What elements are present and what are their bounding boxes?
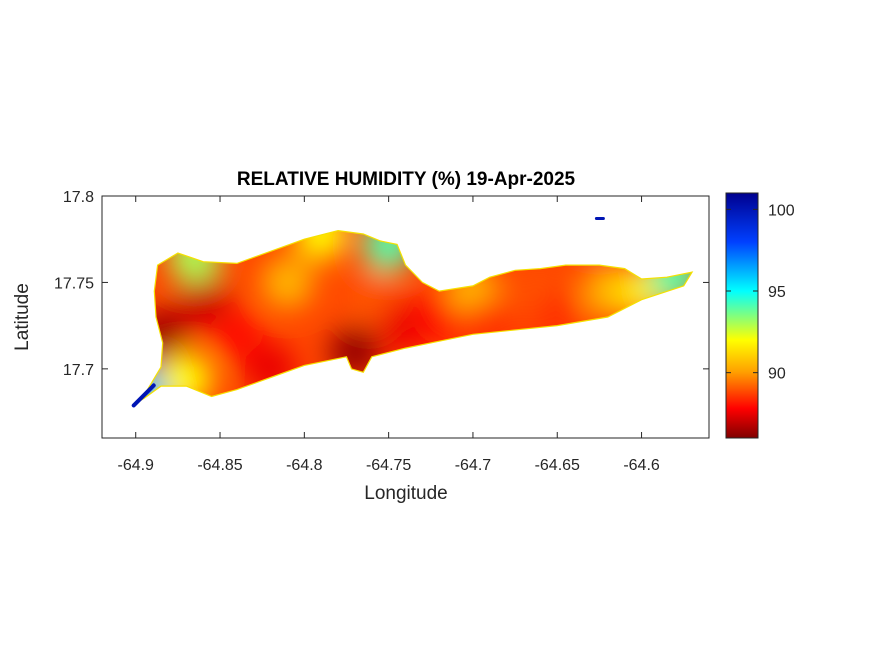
colorbar-tick-label: 95 [768, 284, 786, 301]
x-axis-label: Longitude [364, 483, 447, 504]
colorbar [725, 192, 759, 439]
y-axis-label: Latitude [12, 283, 33, 351]
x-tick-label: -64.65 [535, 457, 580, 474]
x-tick-label: -64.7 [455, 457, 492, 474]
humidity-sample [261, 256, 314, 309]
humidity-sample [177, 273, 230, 326]
chart-title: RELATIVE HUMIDITY (%) 19-Apr-2025 [237, 169, 576, 190]
x-axis: -64.9 -64.85 -64.8 -64.75 -64.7 -64.65 -64.6 [117, 196, 660, 474]
x-tick-label: -64.9 [117, 457, 154, 474]
x-tick-label: -64.75 [366, 457, 411, 474]
y-tick-label: 17.75 [54, 275, 94, 292]
x-tick-label: -64.6 [623, 457, 660, 474]
y-axis: 17.7 17.75 17.8 [54, 189, 709, 379]
humidity-sample [210, 308, 263, 361]
x-tick-label: -64.8 [286, 457, 323, 474]
x-tick-label: -64.85 [197, 457, 242, 474]
colorbar-tick-label: 100 [768, 202, 795, 219]
humidity-sample [131, 383, 156, 408]
y-tick-label: 17.8 [63, 189, 94, 206]
y-tick-label: 17.7 [63, 362, 94, 379]
island-outline [135, 229, 694, 404]
colorbar-ticks: 90 95 100 [726, 202, 795, 383]
colorbar-tick-label: 90 [768, 366, 786, 383]
